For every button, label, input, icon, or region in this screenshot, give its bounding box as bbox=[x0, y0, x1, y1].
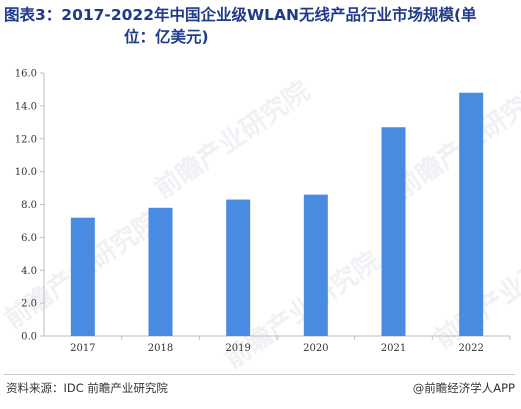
y-tick-label: 12.0 bbox=[15, 134, 37, 145]
x-tick-label: 2019 bbox=[225, 343, 250, 354]
y-tick-label: 0.0 bbox=[21, 332, 37, 343]
bar-chart: 0.0 2.0 4.0 6.0 8.0 10.0 12.0 14.0 16.0 2017 2018 2… bbox=[15, 69, 511, 354]
y-tick-label: 8.0 bbox=[21, 200, 37, 211]
y-tick-label: 4.0 bbox=[21, 266, 37, 277]
bar-2018 bbox=[148, 207, 173, 336]
bar-2022 bbox=[459, 92, 484, 336]
y-tick-label: 2.0 bbox=[21, 299, 37, 310]
x-tick-label: 2018 bbox=[148, 343, 173, 354]
bar-2021 bbox=[381, 127, 406, 337]
y-tick-label: 10.0 bbox=[15, 167, 37, 178]
x-tick-label: 2022 bbox=[458, 343, 483, 354]
bar-2017 bbox=[70, 217, 95, 336]
footer-divider bbox=[4, 374, 515, 375]
y-tick-label: 6.0 bbox=[21, 233, 37, 244]
y-tick-label: 14.0 bbox=[15, 101, 37, 112]
x-tick-label: 2020 bbox=[303, 343, 328, 354]
chart-title: 图表3：2017-2022年中国企业级WLAN无线产品行业市场规模(单 位：亿美… bbox=[4, 4, 516, 48]
chart-title-line2: 位：亿美元) bbox=[124, 28, 209, 46]
source-note: 资料来源：IDC 前瞻产业研究院 bbox=[6, 381, 168, 395]
x-tick-label: 2021 bbox=[381, 343, 406, 354]
brand-credit: @前瞻经济学人APP bbox=[412, 381, 515, 395]
chart-title-line1: 图表3：2017-2022年中国企业级WLAN无线产品行业市场规模(单 bbox=[4, 6, 477, 24]
x-tick-label: 2017 bbox=[70, 343, 95, 354]
y-tick-label: 16.0 bbox=[15, 69, 37, 80]
bar-2019 bbox=[226, 199, 251, 336]
bar-2020 bbox=[303, 194, 328, 336]
